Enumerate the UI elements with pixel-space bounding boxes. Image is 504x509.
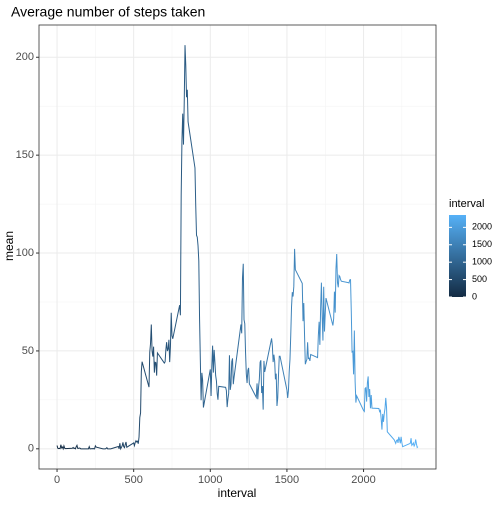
- x-tick-label: 0: [54, 474, 60, 486]
- legend-label: 1500: [472, 239, 492, 249]
- x-tick-label: 2000: [351, 474, 375, 486]
- y-tick-label: 100: [16, 247, 34, 259]
- x-axis-title: interval: [218, 486, 257, 500]
- legend-label: 1000: [472, 257, 492, 267]
- x-tick-label: 500: [124, 474, 142, 486]
- line: [56, 45, 419, 451]
- panel-border: [38, 24, 437, 470]
- colorbar: [449, 215, 466, 297]
- x-tick-label: 1000: [198, 474, 222, 486]
- x-tick-label: 1500: [275, 474, 299, 486]
- legend-label: 0: [472, 291, 477, 301]
- y-tick-label: 150: [16, 149, 34, 161]
- y-tick-label: 0: [28, 443, 34, 455]
- legend-label: 500: [472, 274, 487, 284]
- legend-title: interval: [449, 198, 484, 210]
- y-tick-label: 50: [22, 345, 34, 357]
- chart-title: Average number of steps taken: [11, 4, 205, 20]
- legend-label: 2000: [472, 222, 492, 232]
- y-axis-title: mean: [2, 231, 16, 261]
- y-tick-label: 200: [16, 51, 34, 63]
